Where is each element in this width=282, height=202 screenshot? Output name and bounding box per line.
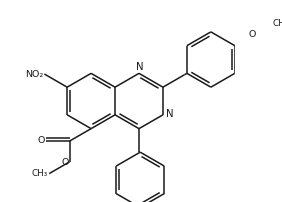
Text: CH₃: CH₃ — [32, 169, 48, 178]
Text: O: O — [249, 30, 256, 39]
Text: CH₃: CH₃ — [272, 19, 282, 28]
Text: NO₂: NO₂ — [25, 69, 43, 79]
Text: O: O — [38, 136, 45, 145]
Text: O: O — [61, 158, 69, 167]
Text: N: N — [136, 62, 143, 72]
Text: N: N — [166, 109, 173, 119]
